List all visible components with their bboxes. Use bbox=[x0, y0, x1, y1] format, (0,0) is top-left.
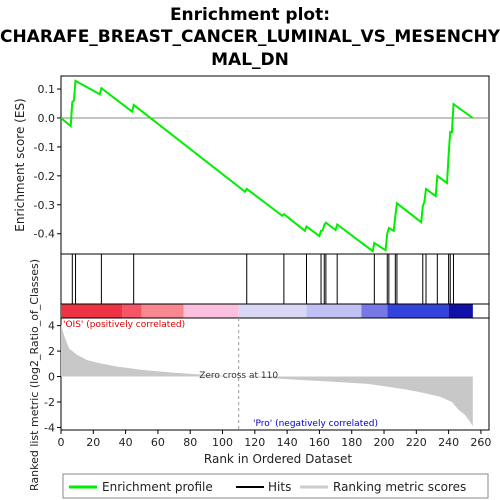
legend-hits-label: Hits bbox=[268, 480, 291, 494]
heat-segment bbox=[183, 304, 239, 318]
chart-title-line-3: MAL_DN bbox=[211, 50, 289, 70]
heat-segment bbox=[448, 304, 473, 318]
x-tick-label: 120 bbox=[244, 436, 265, 449]
legend-enrichment-label: Enrichment profile bbox=[102, 480, 213, 494]
x-tick-label: 40 bbox=[119, 436, 133, 449]
x-tick-label: 20 bbox=[86, 436, 100, 449]
enrichment-profile-line bbox=[60, 79, 474, 253]
x-tick-label: 260 bbox=[470, 436, 491, 449]
heat-segment bbox=[141, 304, 184, 318]
x-tick-label: 0 bbox=[58, 436, 65, 449]
es-tick-label: -0.1 bbox=[34, 141, 55, 154]
x-tick-label: 80 bbox=[183, 436, 197, 449]
x-tick-label: 100 bbox=[212, 436, 233, 449]
metric-tick-label: 0 bbox=[48, 371, 55, 384]
x-tick-label: 140 bbox=[277, 436, 298, 449]
es-tick-label: -0.4 bbox=[34, 228, 55, 241]
es-tick-label: -0.3 bbox=[34, 199, 55, 212]
ois-label: 'OIS' (positively correlated) bbox=[63, 320, 185, 330]
heat-segment bbox=[306, 304, 362, 318]
hits-marks bbox=[71, 254, 454, 304]
es-tick-label: 0.0 bbox=[38, 112, 56, 125]
metric-tick-label: -4 bbox=[44, 421, 55, 434]
es-axis-label: Enrichment score (ES) bbox=[13, 98, 27, 231]
es-tick-label: 0.1 bbox=[38, 83, 56, 96]
metric-axis-ticks: 4 2 0 -2 -4 bbox=[44, 320, 61, 434]
metric-tick-label: -2 bbox=[44, 396, 55, 409]
es-axis-ticks: 0.1 0.0 -0.1 -0.2 -0.3 -0.4 bbox=[34, 83, 61, 241]
es-tick-label: -0.2 bbox=[34, 170, 55, 183]
ranking-metric-area bbox=[61, 324, 473, 427]
es-panel bbox=[60, 75, 490, 255]
legend-box bbox=[62, 473, 489, 499]
chart-title-line-1: Enrichment plot: bbox=[170, 5, 330, 25]
x-tick-label: 240 bbox=[438, 436, 459, 449]
legend-metric-label: Ranking metric scores bbox=[333, 480, 466, 494]
heat-segment bbox=[122, 304, 142, 318]
heat-segment bbox=[238, 304, 307, 318]
heat-segment bbox=[61, 304, 123, 318]
x-tick-label: 60 bbox=[151, 436, 165, 449]
chart-title-line-2: CHARAFE_BREAST_CANCER_LUMINAL_VS_MESENCH… bbox=[0, 27, 500, 47]
x-axis-label: Rank in Ordered Dataset bbox=[204, 452, 352, 466]
pro-label: 'Pro' (negatively correlated) bbox=[253, 419, 378, 429]
x-tick-label: 180 bbox=[341, 436, 362, 449]
hits-panel bbox=[60, 253, 490, 305]
x-tick-label: 160 bbox=[309, 436, 330, 449]
metric-tick-label: 2 bbox=[48, 345, 55, 358]
x-axis-ticks: 0 20 40 60 80 100 120 140 160 180 200 220 240 260 bbox=[58, 430, 491, 449]
x-tick-label: 220 bbox=[406, 436, 427, 449]
metric-tick-label: 4 bbox=[48, 320, 55, 333]
heat-bar bbox=[61, 304, 473, 318]
x-tick-label: 200 bbox=[374, 436, 395, 449]
heat-segment bbox=[387, 304, 449, 318]
zero-cross-label: Zero cross at 110 bbox=[199, 371, 278, 381]
heat-segment bbox=[361, 304, 388, 318]
metric-axis-label: Ranked list metric (log2_Ratio_of_Classe… bbox=[28, 259, 41, 491]
